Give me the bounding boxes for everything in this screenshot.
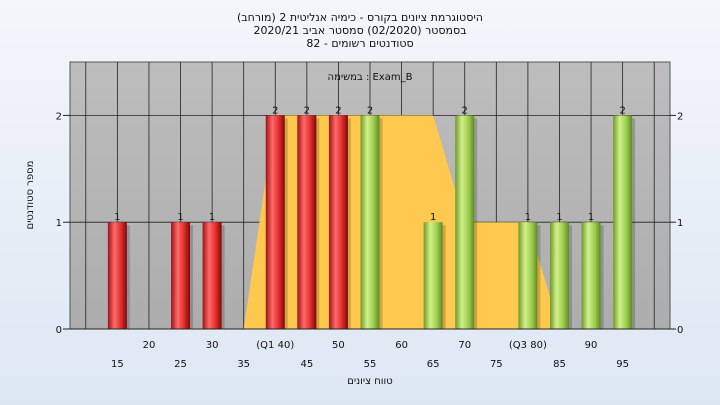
x-tick-upper-4: 60 (395, 340, 408, 351)
chart-title: היסטוגרמת ציונים בקורס - כימיה אנליטית 2… (237, 11, 483, 50)
bar-value-label-45: 2 (304, 105, 310, 116)
bar-15 (107, 222, 127, 329)
bar-value-label-40: 2 (272, 105, 278, 116)
bar-value-labels: 1 1 1 2 2 2 2 1 2 1 1 1 2 (114, 105, 626, 223)
y-tick-right-1: 1 (677, 218, 683, 229)
title-line-3: סטודנטים רשומים - 82 (306, 37, 413, 50)
bar-value-label-95: 2 (619, 105, 625, 116)
x-tick-upper-3: 50 (332, 340, 345, 351)
x-axis-title: טווח ציונים (347, 376, 392, 387)
bar-value-label-15: 1 (114, 212, 120, 223)
x-tick-upper-7: 90 (585, 340, 598, 351)
bar-30 (202, 222, 222, 329)
bar-value-label-85: 1 (556, 212, 562, 223)
title-line-2: בסמסטר (02/2020) סמסטר אביב 2020/21 (253, 24, 466, 37)
x-tick-lower-8: 95 (616, 359, 629, 370)
y-tick-left-0: 0 (56, 325, 62, 336)
bar-25 (171, 222, 191, 329)
bar-value-label-50: 2 (335, 105, 341, 116)
bar-70 (455, 115, 475, 330)
bar-40 (265, 115, 285, 330)
x-tick-upper-5: 70 (458, 340, 471, 351)
bar-90 (581, 222, 601, 329)
x-tick-lower-4: 55 (364, 359, 377, 370)
x-tick-lower-1: 25 (174, 359, 187, 370)
bar-value-label-30: 1 (209, 212, 215, 223)
x-tick-lower-5: 65 (427, 359, 440, 370)
chart-annotation: במשימה : Exam_B (328, 72, 413, 83)
bar-value-label-25: 1 (177, 212, 183, 223)
bar-value-label-65: 1 (430, 212, 436, 223)
bar-series (107, 115, 636, 330)
bar-50 (328, 115, 348, 330)
bar-65 (423, 222, 443, 329)
x-tick-upper-2: (Q1 40) (256, 340, 294, 351)
x-tick-upper-0: 20 (143, 340, 156, 351)
y-tick-right-0: 0 (677, 325, 683, 336)
x-tick-lower-6: 75 (490, 359, 503, 370)
bar-55 (360, 115, 380, 330)
bar-value-label-90: 1 (588, 212, 594, 223)
bar-value-label-55: 2 (367, 105, 373, 116)
x-tick-upper-6: (Q3 80) (509, 340, 547, 351)
bar-80 (518, 222, 538, 329)
area-series (243, 115, 560, 330)
area-fill (243, 115, 560, 330)
x-tick-lower-2: 35 (237, 359, 250, 370)
y-tick-right-2: 2 (677, 111, 683, 122)
bar-value-label-70: 2 (462, 105, 468, 116)
x-tick-lower-7: 85 (553, 359, 566, 370)
x-tick-lower-3: 45 (300, 359, 313, 370)
title-line-1: היסטוגרמת ציונים בקורס - כימיה אנליטית 2… (237, 11, 483, 24)
bar-85 (549, 222, 569, 329)
bar-45 (297, 115, 317, 330)
x-tick-lower-0: 15 (111, 359, 124, 370)
axes: 0 0 1 1 2 2 15 25 35 45 55 65 75 85 95 20 30 (Q1 40) 50 60 7… (56, 111, 684, 370)
bar-value-label-80: 1 (525, 212, 531, 223)
bar-95 (613, 115, 633, 330)
y-axis-title: מספר סטודנטים (25, 161, 36, 230)
y-tick-left-2: 2 (56, 111, 62, 122)
x-tick-upper-1: 30 (206, 340, 219, 351)
y-tick-left-1: 1 (56, 218, 62, 229)
